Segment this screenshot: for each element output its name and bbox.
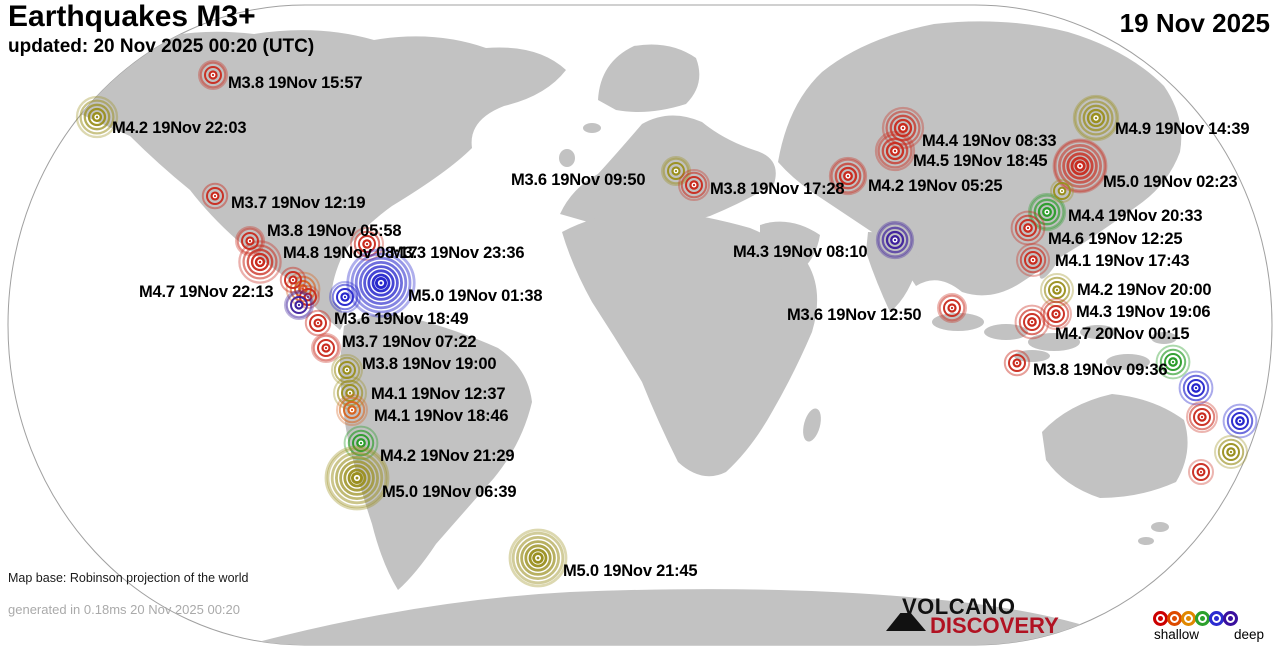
land-new-guinea (1106, 354, 1150, 370)
quake-marker[interactable] (301, 306, 335, 340)
land-sulawesi (1080, 325, 1116, 339)
continents (56, 21, 1188, 645)
quake-marker[interactable] (340, 422, 382, 464)
quake-marker[interactable] (658, 153, 694, 189)
quake-marker[interactable] (1037, 270, 1077, 310)
quake-marker[interactable] (675, 166, 713, 204)
quake-marker[interactable] (276, 263, 310, 297)
legend-depth-icon-dot (1158, 616, 1163, 621)
quake-marker[interactable] (308, 330, 344, 366)
land-antarctica (258, 589, 1136, 645)
quake-marker[interactable] (1183, 398, 1221, 436)
quake-marker[interactable] (1025, 190, 1069, 234)
land-australia (1042, 394, 1188, 498)
quake-marker[interactable] (873, 218, 917, 262)
quake-marker[interactable] (343, 245, 419, 321)
quake-marker[interactable] (333, 391, 371, 429)
legend-depth-icon (1223, 611, 1238, 626)
legend-depth-icon-dot (1200, 616, 1205, 621)
quake-marker[interactable] (934, 290, 970, 326)
land-borneo (1028, 333, 1080, 351)
page-title: Earthquakes M3+ (8, 0, 256, 33)
quake-marker[interactable] (1050, 136, 1110, 196)
quake-marker[interactable] (281, 287, 317, 323)
land-asia (778, 21, 1182, 296)
quake-marker[interactable] (1047, 176, 1077, 206)
quake-marker[interactable] (1013, 240, 1053, 280)
land-india (866, 232, 920, 312)
map-base-note: Map base: Robinson projection of the wor… (8, 571, 249, 585)
depth-legend: shallow deep (1153, 611, 1264, 642)
logo-discovery-text: DISCOVERY (930, 613, 1059, 638)
legend-depth-icon (1209, 611, 1224, 626)
legend-deep-label: deep (1233, 627, 1264, 642)
land-arabia (760, 221, 820, 278)
land-new-zealand-south (1138, 537, 1154, 545)
quake-marker[interactable] (235, 237, 285, 287)
land-iceland (583, 123, 601, 133)
updated-timestamp: updated: 20 Nov 2025 00:20 (UTC) (8, 36, 315, 57)
generation-note: generated in 0.18ms 20 Nov 2025 00:20 (8, 602, 241, 617)
quake-marker[interactable] (322, 443, 392, 513)
quake-marker[interactable] (347, 224, 387, 264)
quake-marker[interactable] (326, 278, 364, 316)
legend-depth-icon (1181, 611, 1196, 626)
legend-depth-icon (1153, 611, 1168, 626)
legend-depth-icon-dot (1228, 616, 1233, 621)
land-africa (562, 208, 818, 477)
logo-volcano-text: VOLCANO (902, 594, 1016, 619)
land-madagascar (803, 408, 821, 442)
quake-marker[interactable] (1152, 341, 1194, 383)
quake-marker[interactable] (330, 373, 370, 413)
quake-marker[interactable] (826, 154, 870, 198)
report-date: 19 Nov 2025 (1119, 8, 1270, 38)
quake-marker[interactable] (506, 526, 570, 590)
quake-marker[interactable] (1011, 301, 1053, 343)
quake-marker[interactable] (195, 57, 231, 93)
legend-depth-icon-dot (1214, 616, 1219, 621)
land-north-america (56, 30, 566, 331)
quake-marker[interactable] (1070, 92, 1122, 144)
quake-marker[interactable] (1175, 367, 1217, 409)
legend-depth-icon-dot (1186, 616, 1191, 621)
quake-marker[interactable] (1000, 346, 1034, 380)
volcano-discovery-logo[interactable]: VOLCANO DISCOVERY (886, 596, 1066, 646)
legend-shallow-label: shallow (1154, 627, 1200, 642)
land-new-zealand-north (1151, 522, 1169, 532)
quake-marker[interactable] (73, 93, 121, 141)
land-greenland (598, 44, 700, 112)
depth-legend-labels: shallow deep (1154, 627, 1264, 642)
quake-marker[interactable] (872, 128, 918, 174)
land-philippines (1151, 332, 1177, 344)
land-uk (559, 149, 575, 167)
legend-depth-icon (1167, 611, 1182, 626)
land-java (984, 324, 1028, 340)
quake-marker[interactable] (1185, 456, 1217, 488)
legend-depth-icon (1195, 611, 1210, 626)
legend-depth-icon-dot (1172, 616, 1177, 621)
land-japan (1039, 225, 1071, 279)
quake-marker[interactable] (198, 179, 232, 213)
quake-marker[interactable] (1007, 207, 1049, 249)
depth-legend-icons (1153, 611, 1264, 626)
quake-marker[interactable] (1211, 432, 1251, 472)
quake-marker[interactable] (1219, 400, 1261, 442)
land-south-america (340, 314, 532, 590)
